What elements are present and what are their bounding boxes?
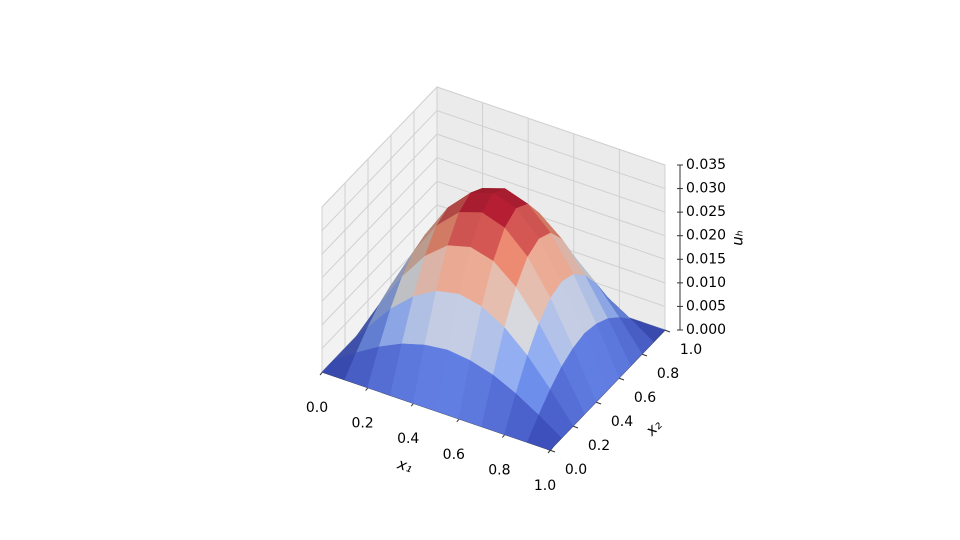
grid-line: [436, 110, 666, 190]
x-tick-label: 0.6: [443, 447, 465, 463]
y-tick-label: 0.2: [588, 438, 610, 454]
y-tick-label: 0.8: [657, 366, 679, 382]
grid-line: [321, 133, 438, 255]
y-tick-label: 0.6: [634, 390, 656, 406]
z-tick-label: 0.015: [686, 251, 726, 267]
z-tick-label: 0.005: [686, 298, 726, 314]
grid-line: [321, 157, 438, 279]
y-tick-label: 1.0: [680, 342, 702, 358]
z-axis-label: uₕ: [729, 230, 747, 246]
grid-line: [321, 110, 438, 231]
y-axis-label: x₂: [641, 416, 665, 440]
grid-line: [436, 133, 666, 213]
y-tick-label: 0.0: [565, 462, 587, 478]
z-tick-label: 0.020: [686, 228, 726, 244]
grid-line: [321, 86, 438, 208]
x-tick-label: 0.4: [397, 431, 419, 447]
x-axis-label: x₁: [394, 454, 415, 476]
grid-line: [436, 86, 666, 166]
x-tick-label: 0.2: [351, 416, 373, 432]
grid-line: [321, 204, 438, 326]
z-tick-label: 0.030: [686, 181, 726, 197]
z-tick-label: 0.035: [686, 157, 726, 173]
surface-patch: [526, 414, 562, 451]
grid-line: [436, 157, 666, 237]
z-tick-label: 0.025: [686, 204, 726, 220]
grid-line: [321, 180, 438, 302]
z-tick-label: 0.010: [686, 275, 726, 291]
x-tick-label: 0.8: [488, 462, 510, 478]
z-tick-label: 0.000: [686, 322, 726, 338]
x-tick-label: 1.0: [534, 478, 556, 494]
y-tick-label: 0.4: [611, 414, 633, 430]
x-tick-label: 0.0: [306, 400, 328, 416]
